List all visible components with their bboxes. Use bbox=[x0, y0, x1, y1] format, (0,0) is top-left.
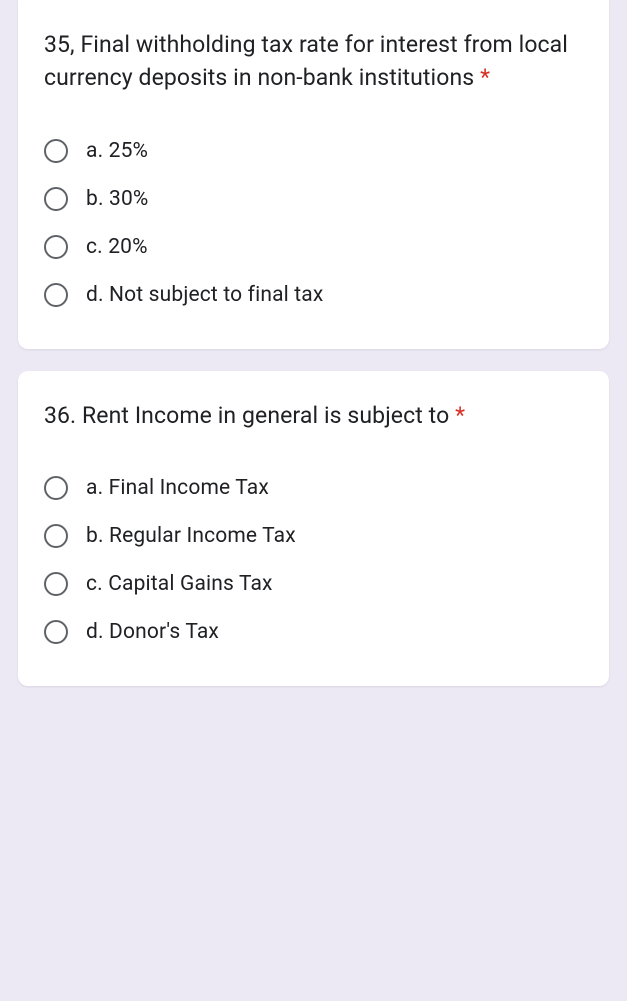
option-a[interactable]: a. 25% bbox=[44, 127, 583, 175]
option-label: c. 20% bbox=[86, 235, 148, 259]
required-asterisk: * bbox=[455, 402, 465, 429]
radio-icon bbox=[44, 620, 68, 644]
required-asterisk: * bbox=[480, 64, 490, 91]
option-c[interactable]: c. Capital Gains Tax bbox=[44, 560, 583, 608]
option-d[interactable]: d. Donor's Tax bbox=[44, 608, 583, 656]
radio-icon bbox=[44, 524, 68, 548]
radio-icon bbox=[44, 187, 68, 211]
options-group: a. Final Income Tax b. Regular Income Ta… bbox=[44, 464, 583, 656]
question-text: 36. Rent Income in general is subject to bbox=[44, 402, 449, 429]
option-c[interactable]: c. 20% bbox=[44, 223, 583, 271]
radio-icon bbox=[44, 476, 68, 500]
option-label: d. Donor's Tax bbox=[86, 620, 219, 644]
question-card-35: 35, Final withholding tax rate for inter… bbox=[18, 0, 609, 349]
option-b[interactable]: b. 30% bbox=[44, 175, 583, 223]
option-b[interactable]: b. Regular Income Tax bbox=[44, 512, 583, 560]
option-a[interactable]: a. Final Income Tax bbox=[44, 464, 583, 512]
option-d[interactable]: d. Not subject to final tax bbox=[44, 271, 583, 319]
options-group: a. 25% b. 30% c. 20% d. Not subject to f… bbox=[44, 127, 583, 319]
question-card-36: 36. Rent Income in general is subject to… bbox=[18, 371, 609, 686]
radio-icon bbox=[44, 572, 68, 596]
option-label: b. Regular Income Tax bbox=[86, 524, 296, 548]
radio-icon bbox=[44, 139, 68, 163]
radio-icon bbox=[44, 283, 68, 307]
option-label: a. 25% bbox=[86, 139, 148, 163]
question-title: 35, Final withholding tax rate for inter… bbox=[44, 28, 583, 95]
option-label: d. Not subject to final tax bbox=[86, 283, 323, 307]
option-label: a. Final Income Tax bbox=[86, 476, 269, 500]
question-title: 36. Rent Income in general is subject to… bbox=[44, 399, 583, 432]
radio-icon bbox=[44, 235, 68, 259]
option-label: c. Capital Gains Tax bbox=[86, 572, 273, 596]
option-label: b. 30% bbox=[86, 187, 148, 211]
